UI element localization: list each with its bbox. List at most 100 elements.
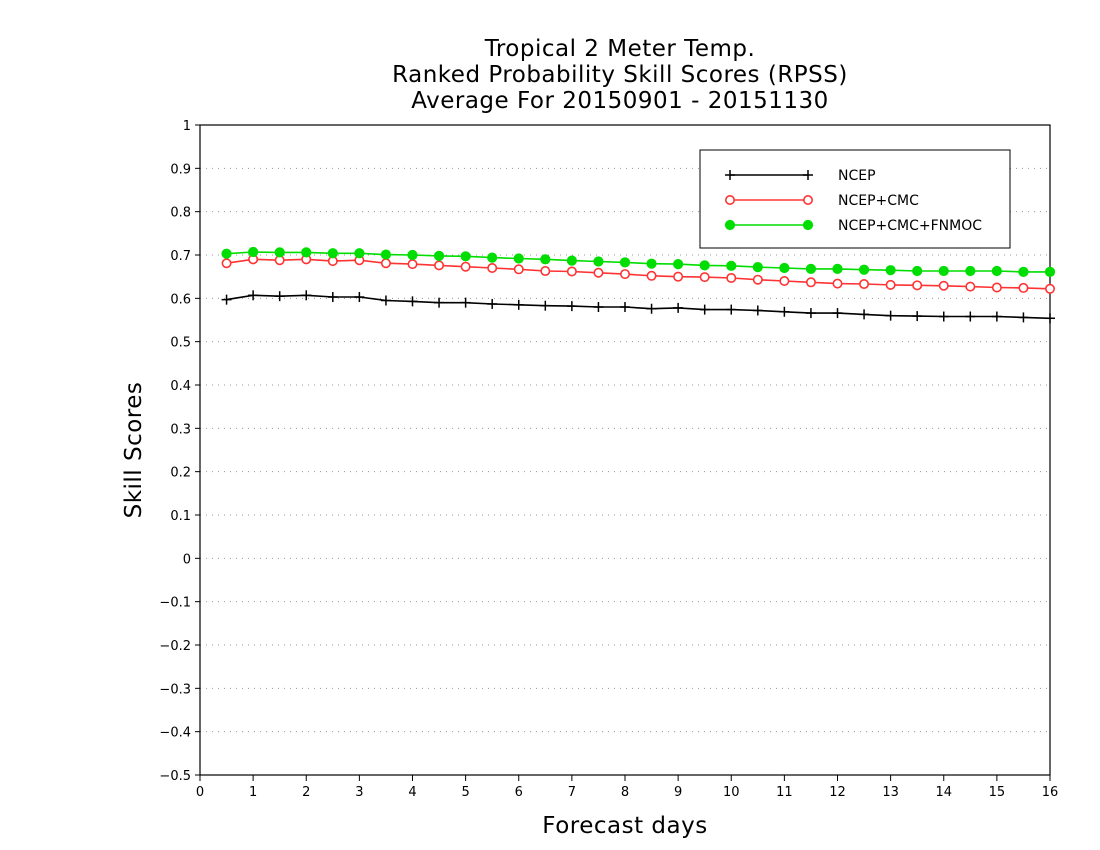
data-point — [673, 259, 684, 270]
data-point — [248, 246, 259, 258]
data-point — [593, 256, 604, 267]
legend-label: NCEP — [838, 168, 876, 184]
data-point — [805, 263, 817, 274]
data-point — [646, 303, 657, 314]
data-point — [646, 270, 657, 281]
y-tick-label: 0.9 — [170, 162, 191, 177]
x-tick-label: 1 — [249, 785, 257, 800]
y-axis-label: Skill Scores — [121, 382, 147, 519]
x-tick-label: 10 — [723, 785, 740, 800]
data-point — [434, 260, 445, 271]
data-point — [965, 311, 976, 322]
legend: NCEP NCEP+CMC NCEP+CMC+FNMOC — [699, 149, 1011, 249]
data-point — [726, 260, 737, 271]
data-point — [991, 265, 1002, 277]
data-point — [885, 310, 896, 321]
legend-entry: NCEP+CMC+FNMOC — [724, 218, 982, 234]
data-point — [646, 258, 657, 269]
data-point — [434, 297, 445, 308]
data-point — [407, 296, 418, 307]
data-point — [221, 258, 232, 269]
data-point — [407, 259, 418, 270]
data-point — [1045, 313, 1055, 324]
x-tick-label: 8 — [621, 785, 629, 800]
data-point — [433, 250, 445, 261]
data-point — [673, 271, 684, 282]
y-tick-label: −0.4 — [159, 726, 191, 741]
y-tick-label: −0.5 — [159, 769, 191, 784]
data-point — [620, 302, 630, 312]
x-tick-label: 9 — [674, 785, 682, 800]
data-point — [407, 249, 418, 261]
x-tick-label: 0 — [196, 785, 204, 800]
data-point — [566, 301, 577, 312]
series-ncep-cmc-fnmoc — [221, 246, 1056, 277]
data-point — [274, 291, 285, 302]
legend-marker — [724, 219, 736, 231]
data-point — [327, 292, 338, 303]
axes: −0.5 −0.4 −0.3 −0.2 −0.1 0 0.1 0.2 0.3 0.4 0.5 0.6 0… — [159, 119, 1058, 800]
data-point — [858, 264, 870, 275]
data-point — [540, 266, 551, 277]
legend-marker — [725, 170, 735, 180]
data-point — [513, 299, 524, 310]
data-point — [487, 262, 498, 273]
legend-marker — [802, 219, 814, 231]
data-point — [699, 272, 710, 283]
data-point — [885, 279, 896, 290]
data-point — [221, 294, 232, 305]
data-point — [779, 306, 790, 317]
series-ncep — [221, 290, 1055, 324]
data-point — [832, 278, 843, 289]
y-tick-label: 0.4 — [170, 379, 191, 394]
data-point — [380, 258, 391, 269]
x-tick-label: 11 — [776, 785, 793, 800]
data-point — [301, 247, 312, 258]
data-point — [912, 311, 923, 322]
data-point — [487, 252, 498, 263]
x-tick-label: 14 — [935, 785, 952, 800]
x-axis-label: Forecast days — [542, 813, 707, 839]
legend-entry: NCEP — [725, 168, 876, 184]
data-point — [1045, 283, 1056, 294]
legend-entry: NCEP+CMC — [724, 193, 919, 209]
y-tick-label: 1 — [183, 119, 191, 134]
data-point — [832, 263, 843, 274]
data-point — [540, 300, 551, 311]
data-point — [885, 265, 896, 276]
data-point — [991, 311, 1002, 322]
legend-marker — [724, 195, 735, 206]
data-point — [991, 282, 1002, 293]
data-point — [805, 277, 816, 288]
data-point — [779, 262, 790, 274]
data-point — [513, 253, 524, 264]
legend-label: NCEP+CMC+FNMOC — [838, 218, 982, 234]
data-point — [460, 251, 471, 262]
data-point — [619, 269, 630, 280]
y-tick-label: 0.5 — [170, 336, 191, 351]
data-point — [221, 248, 232, 259]
y-tick-label: 0.2 — [170, 466, 191, 481]
data-point — [938, 311, 949, 322]
y-tick-label: 0.1 — [170, 509, 191, 524]
data-point — [513, 264, 524, 275]
x-tick-label: 4 — [408, 785, 416, 800]
data-point — [593, 302, 604, 312]
x-tick-label: 16 — [1042, 785, 1059, 800]
data-point — [1018, 312, 1029, 323]
data-point — [460, 261, 471, 272]
y-tick-label: −0.3 — [159, 682, 191, 697]
x-tick-label: 5 — [461, 785, 469, 800]
y-tick-label: 0.3 — [170, 422, 191, 437]
data-point — [726, 304, 737, 315]
data-point — [938, 265, 949, 277]
data-point — [248, 290, 259, 301]
data-point — [540, 254, 551, 265]
data-point — [460, 297, 471, 308]
data-point — [965, 265, 976, 277]
series-ncep-cmc — [221, 254, 1056, 294]
data-point — [380, 295, 391, 306]
legend-marker — [802, 195, 813, 206]
chart-title-line-3: Average For 20150901 - 20151130 — [411, 88, 829, 114]
